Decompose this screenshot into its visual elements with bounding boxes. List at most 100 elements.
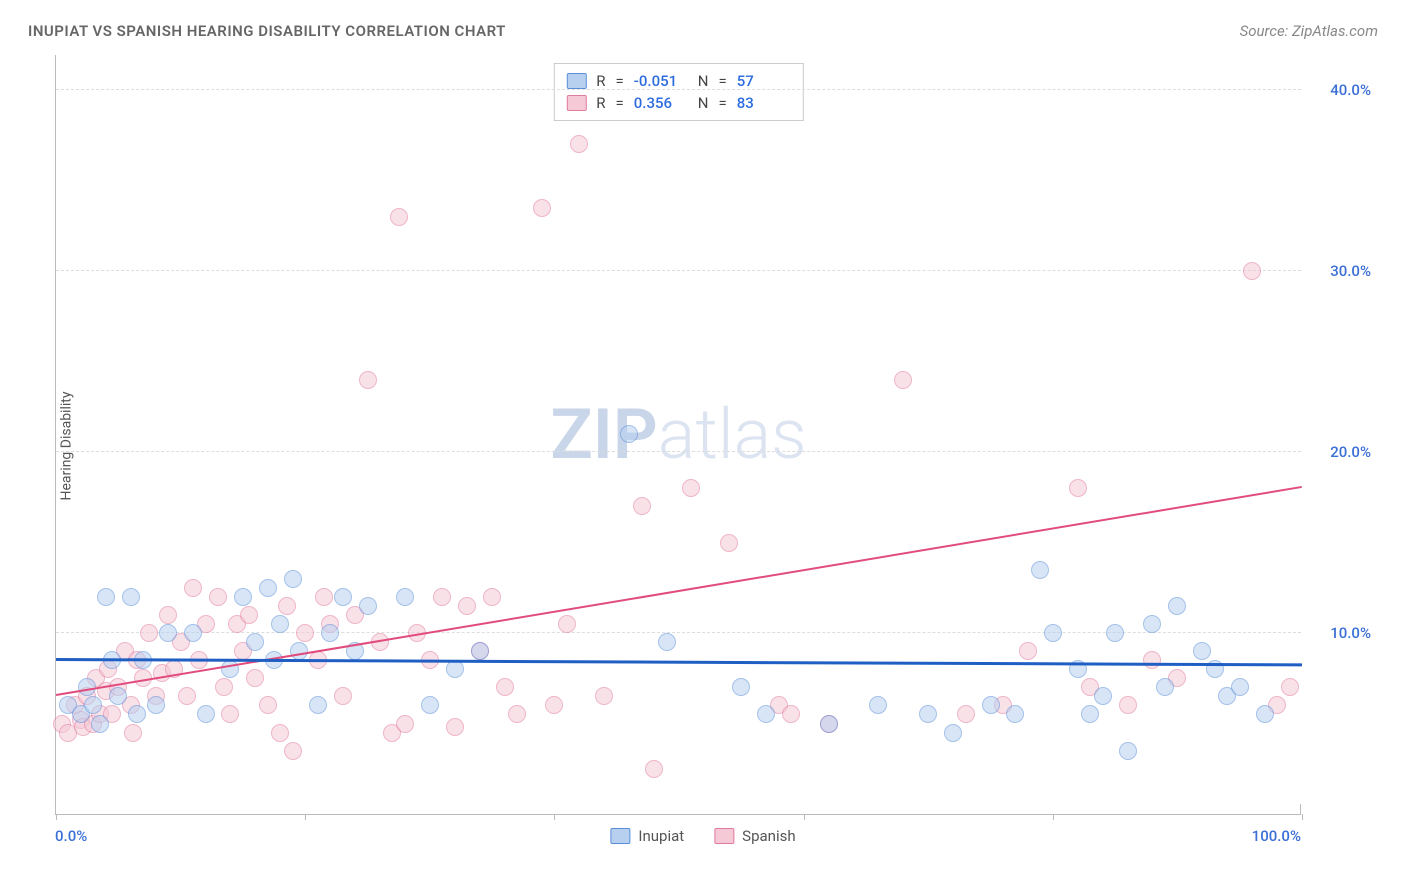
swatch-spanish (714, 828, 734, 844)
data-point (471, 642, 489, 660)
x-axis-max-label: 100.0% (1252, 827, 1301, 845)
equals: = (718, 94, 726, 112)
data-point (290, 642, 308, 660)
r-label: R (596, 94, 605, 112)
x-tick (305, 814, 306, 820)
data-point (309, 696, 327, 714)
data-point (1168, 597, 1186, 615)
gridline (56, 89, 1301, 90)
legend-series: Inupiat Spanish (610, 827, 795, 845)
n-value-inupiat: 57 (737, 72, 791, 90)
source-label: Source: ZipAtlas.com (1240, 22, 1378, 40)
data-point (259, 579, 277, 597)
data-point (458, 597, 476, 615)
data-point (1044, 624, 1062, 642)
r-label: R (596, 72, 605, 90)
data-point (334, 588, 352, 606)
data-point (1019, 642, 1037, 660)
data-point (894, 371, 912, 389)
data-point (178, 687, 196, 705)
x-axis-min-label: 0.0% (55, 827, 87, 845)
plot-area: ZIPatlas R = -0.051 N = 57 R = 0.356 N =… (55, 55, 1301, 815)
data-point (147, 696, 165, 714)
n-label: N (698, 94, 709, 112)
data-point (982, 696, 1000, 714)
y-tick-label: 10.0% (1330, 624, 1371, 642)
x-tick (56, 814, 57, 820)
data-point (757, 705, 775, 723)
gridline (56, 451, 1301, 452)
data-point (140, 624, 158, 642)
data-point (396, 715, 414, 733)
data-point (109, 687, 127, 705)
data-point (271, 615, 289, 633)
data-point (595, 687, 613, 705)
equals: = (718, 72, 726, 90)
swatch-inupiat (610, 828, 630, 844)
data-point (682, 479, 700, 497)
data-point (957, 705, 975, 723)
data-point (1156, 678, 1174, 696)
data-point (240, 606, 258, 624)
data-point (645, 760, 663, 778)
data-point (97, 588, 115, 606)
swatch-inupiat (566, 73, 586, 89)
data-point (658, 633, 676, 651)
data-point (433, 588, 451, 606)
x-tick (1053, 814, 1054, 820)
data-point (496, 678, 514, 696)
n-value-spanish: 83 (737, 94, 791, 112)
data-point (321, 624, 339, 642)
data-point (1231, 678, 1249, 696)
data-point (1281, 678, 1299, 696)
data-point (284, 742, 302, 760)
legend-stats: R = -0.051 N = 57 R = 0.356 N = 83 (553, 63, 803, 121)
watermark: ZIPatlas (550, 394, 806, 476)
data-point (446, 660, 464, 678)
data-point (159, 606, 177, 624)
data-point (1143, 651, 1161, 669)
series-label-inupiat: Inupiat (638, 827, 684, 845)
data-point (483, 588, 501, 606)
data-point (1106, 624, 1124, 642)
equals: = (616, 72, 624, 90)
data-point (720, 534, 738, 552)
gridline (56, 270, 1301, 271)
x-tick (804, 814, 805, 820)
data-point (221, 705, 239, 723)
x-tick (1302, 814, 1303, 820)
data-point (869, 696, 887, 714)
data-point (558, 615, 576, 633)
data-point (782, 705, 800, 723)
data-point (278, 597, 296, 615)
data-point (446, 718, 464, 736)
data-point (1031, 561, 1049, 579)
data-point (1193, 642, 1211, 660)
data-point (1119, 742, 1137, 760)
data-point (944, 724, 962, 742)
legend-row-spanish: R = 0.356 N = 83 (566, 92, 790, 114)
data-point (1069, 479, 1087, 497)
chart-title: INUPIAT VS SPANISH HEARING DISABILITY CO… (28, 22, 506, 40)
y-tick-label: 30.0% (1330, 262, 1371, 280)
data-point (184, 624, 202, 642)
data-point (508, 705, 526, 723)
data-point (359, 597, 377, 615)
data-point (197, 705, 215, 723)
n-label: N (698, 72, 709, 90)
data-point (209, 588, 227, 606)
data-point (84, 696, 102, 714)
data-point (390, 208, 408, 226)
data-point (633, 497, 651, 515)
data-point (1094, 687, 1112, 705)
data-point (128, 705, 146, 723)
x-tick (554, 814, 555, 820)
data-point (1119, 696, 1137, 714)
data-point (271, 724, 289, 742)
watermark-light: atlas (658, 394, 807, 476)
data-point (296, 624, 314, 642)
data-point (284, 570, 302, 588)
r-value-spanish: 0.356 (634, 94, 688, 112)
data-point (1243, 262, 1261, 280)
data-point (533, 199, 551, 217)
